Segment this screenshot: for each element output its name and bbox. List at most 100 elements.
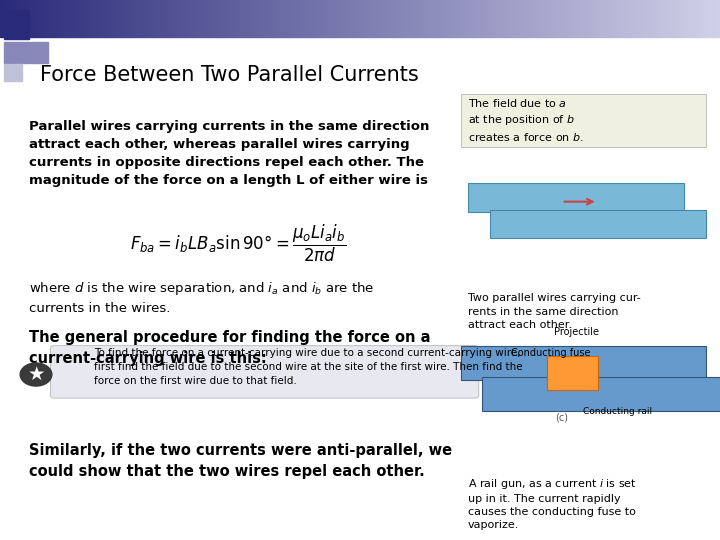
Bar <box>270 0 274 37</box>
Text: Two parallel wires carrying cur-
rents in the same direction
attract each other.: Two parallel wires carrying cur- rents i… <box>468 293 641 330</box>
Bar <box>274 0 277 37</box>
Text: where $d$ is the wire separation, and $i_a$ and $i_b$ are the
currents in the wi: where $d$ is the wire separation, and $i… <box>29 280 374 315</box>
Bar <box>374 0 378 37</box>
Bar <box>378 0 382 37</box>
Bar <box>616 0 619 37</box>
Text: $F_{ba} = i_b L B_a \sin 90° = \dfrac{\mu_o L i_a i_b}{2\pi d}$: $F_{ba} = i_b L B_a \sin 90° = \dfrac{\m… <box>130 223 346 264</box>
Bar <box>295 0 299 37</box>
Bar <box>468 184 684 212</box>
Bar <box>313 0 317 37</box>
Text: Projectile: Projectile <box>554 327 599 338</box>
Bar <box>536 0 540 37</box>
Bar <box>194 0 198 37</box>
Bar <box>464 0 468 37</box>
Bar <box>569 0 572 37</box>
Bar <box>475 0 479 37</box>
Bar <box>349 0 353 37</box>
Bar <box>209 0 212 37</box>
Bar <box>234 0 238 37</box>
Bar <box>684 0 688 37</box>
Bar <box>544 0 547 37</box>
Text: The field due to $a$
at the position of $b$
creates a force on $b$.: The field due to $a$ at the position of … <box>468 97 584 143</box>
Bar <box>706 0 709 37</box>
Bar <box>158 0 162 37</box>
Bar <box>382 0 385 37</box>
Bar <box>518 0 522 37</box>
Bar <box>641 0 644 37</box>
Bar <box>353 0 356 37</box>
Bar <box>284 0 288 37</box>
Bar <box>198 0 202 37</box>
Bar <box>565 0 569 37</box>
Bar <box>446 0 450 37</box>
Bar <box>436 0 439 37</box>
Bar <box>504 0 508 37</box>
Bar <box>662 0 666 37</box>
Bar <box>623 0 626 37</box>
Text: Force Between Two Parallel Currents: Force Between Two Parallel Currents <box>40 65 418 85</box>
Bar <box>256 0 259 37</box>
Bar <box>364 0 367 37</box>
Bar <box>65 0 68 37</box>
Bar <box>421 0 425 37</box>
Bar <box>367 0 371 37</box>
Bar <box>673 0 677 37</box>
Bar <box>112 0 115 37</box>
Bar <box>511 0 515 37</box>
Bar <box>526 0 529 37</box>
Bar <box>317 0 320 37</box>
Bar <box>130 0 133 37</box>
Bar <box>515 0 518 37</box>
Bar <box>580 0 583 37</box>
Bar <box>659 0 662 37</box>
FancyBboxPatch shape <box>50 346 479 398</box>
Bar <box>4 10 29 39</box>
Bar <box>306 0 310 37</box>
Bar <box>173 0 176 37</box>
Bar <box>202 0 205 37</box>
Bar <box>68 0 72 37</box>
Bar <box>551 0 554 37</box>
Bar <box>36 0 40 37</box>
Bar <box>338 0 342 37</box>
Text: Similarly, if the two currents were anti-parallel, we
could show that the two wi: Similarly, if the two currents were anti… <box>29 443 452 478</box>
Bar <box>713 0 716 37</box>
Bar <box>490 0 493 37</box>
Bar <box>608 0 612 37</box>
Bar <box>97 0 101 37</box>
Bar <box>320 0 324 37</box>
Bar <box>310 0 313 37</box>
Bar <box>126 0 130 37</box>
Bar <box>562 0 565 37</box>
Bar <box>695 0 698 37</box>
Bar <box>4 64 22 81</box>
Bar <box>162 0 166 37</box>
Bar <box>482 0 486 37</box>
Bar <box>482 377 720 411</box>
Bar <box>598 0 601 37</box>
Bar <box>47 0 50 37</box>
Bar <box>360 0 364 37</box>
Text: Conducting fuse: Conducting fuse <box>511 348 590 358</box>
Bar <box>403 0 407 37</box>
Bar <box>554 0 558 37</box>
Bar <box>18 0 22 37</box>
Bar <box>529 0 533 37</box>
Bar <box>25 0 29 37</box>
Bar <box>389 0 392 37</box>
Bar <box>292 0 295 37</box>
Bar <box>652 0 655 37</box>
Bar <box>191 0 194 37</box>
Bar <box>439 0 443 37</box>
Bar <box>151 0 155 37</box>
Bar <box>277 0 281 37</box>
Bar <box>32 0 36 37</box>
Bar <box>486 0 490 37</box>
Bar <box>670 0 673 37</box>
Bar <box>414 0 418 37</box>
Bar <box>500 0 504 37</box>
Bar <box>612 0 616 37</box>
Bar <box>220 0 223 37</box>
Bar <box>187 0 191 37</box>
Bar <box>407 0 410 37</box>
